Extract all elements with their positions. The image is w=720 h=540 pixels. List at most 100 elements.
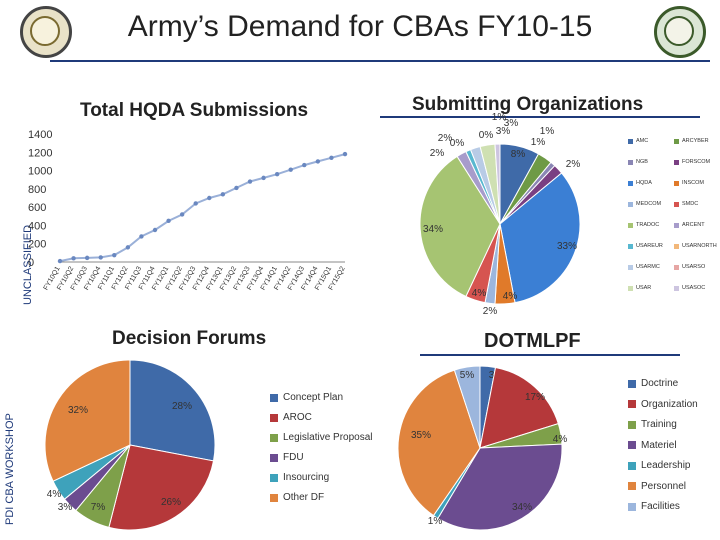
legend-swatch [628, 400, 636, 408]
legend-swatch [628, 502, 636, 511]
legend-label: MEDCOM [636, 201, 662, 207]
legend-item-usarnorth: USARNORTH [674, 243, 717, 249]
data-point-fy11q4 [152, 227, 158, 233]
legend-swatch [628, 138, 633, 144]
data-point-fy10q1 [57, 258, 63, 264]
dotmlpf-label-leadership: 1% [428, 516, 443, 527]
dotmlpf-label-organization: 17% [525, 392, 545, 403]
legend-label: Leadership [641, 460, 691, 471]
legend-label: Training [641, 419, 677, 430]
dotmlpf-pie-chart: 3%17%4%34%1%35%5% [397, 365, 567, 531]
legend-swatch [674, 138, 679, 144]
legend-swatch [674, 285, 679, 291]
forum-label-insourcing: 4% [47, 489, 62, 500]
legend-swatch [674, 222, 679, 228]
legend-label: USAR [636, 285, 652, 291]
legend-label: Legislative Proposal [283, 432, 373, 443]
legend-item-usarmc: USARMC [628, 264, 660, 270]
data-point-fy10q3 [84, 255, 90, 261]
data-point-fy11q3 [139, 234, 144, 239]
legend-item-usasoc: USASOC [674, 285, 705, 291]
data-point-fy12q4 [207, 195, 212, 201]
legend-item-hqda: HQDA [628, 180, 652, 186]
data-point-fy13q1 [220, 192, 226, 197]
legend-item-smdc: SMDC [674, 201, 698, 207]
data-point-fy10q4 [98, 255, 103, 260]
legend-label: USARSO [682, 264, 706, 270]
org-label-usarso: 0% [479, 130, 494, 141]
legend-swatch [270, 433, 278, 442]
forum-slice-other-df [44, 359, 131, 482]
army-seal-icon [20, 6, 72, 58]
org-label-forscom: 2% [566, 159, 581, 170]
legend-swatch [270, 413, 278, 422]
legend-label: FORSCOM [682, 159, 711, 165]
legend-item-usar: USAR [628, 285, 651, 291]
dotmlpf-label-personnel: 35% [411, 430, 431, 441]
org-label-usasoc: 1% [492, 112, 507, 123]
legend-label: SMDC [682, 201, 699, 207]
org-slice-usasoc [494, 143, 501, 225]
legend-item-facilities: Facilities [628, 501, 680, 512]
legend-swatch [628, 441, 636, 449]
legend-label: USAREUR [636, 243, 663, 249]
legend-label: Concept Plan [283, 392, 344, 403]
data-point-fy10q2 [71, 256, 76, 261]
org-slice-tradoc [419, 155, 501, 298]
dotmlpf-slice-materiel [437, 443, 563, 531]
legend-swatch [628, 461, 636, 470]
org-label-arcyber: 3% [496, 126, 511, 137]
legend-swatch [628, 222, 633, 228]
legend-swatch [628, 420, 636, 429]
legend-label: AMC [636, 138, 649, 144]
hqda-submissions-line-chart: 0200400600800100012001400FY10Q1FY10Q2FY1… [28, 129, 348, 292]
data-point-fy13q2 [234, 185, 239, 191]
org-label-smdc: 4% [472, 288, 487, 299]
legend-swatch [628, 180, 633, 186]
legend-label: ARCENT [682, 222, 705, 228]
legend-item-inscom: INSCOM [674, 180, 704, 186]
legend-label: Insourcing [283, 472, 330, 483]
legend-label: Doctrine [641, 378, 679, 389]
dotmlpf-label-facilities: 5% [460, 370, 475, 381]
data-point-fy12q1 [166, 218, 171, 224]
legend-swatch [674, 180, 679, 186]
org-label-tradoc: 34% [423, 224, 443, 235]
data-point-fy14q4 [315, 159, 321, 164]
data-point-fy14q1 [274, 172, 280, 177]
legend-item-medcom: MEDCOM [628, 201, 661, 207]
legend-swatch [674, 201, 679, 207]
legend-swatch [270, 473, 278, 482]
org-label-ngb: 1% [531, 137, 546, 148]
forum-label-fdu: 3% [58, 502, 73, 513]
org-label-medcom: 2% [483, 306, 498, 317]
y-tick-label: 200 [28, 239, 46, 251]
legend-item-usareur: USAREUR [628, 243, 663, 249]
army-star-logo-icon [654, 6, 706, 58]
data-point-fy12q3 [193, 201, 198, 206]
legend-label: AROC [283, 412, 312, 423]
legend-swatch [270, 393, 278, 402]
data-point-fy11q2 [125, 245, 131, 250]
org-label-usar: 3% [504, 118, 519, 129]
legend-item-organization: Organization [628, 399, 698, 410]
legend-item-usarso: USARSO [674, 264, 705, 270]
legend-label: FDU [283, 452, 304, 463]
dotmlpf-slice-facilities [453, 365, 481, 449]
legend-label: USARNORTH [682, 243, 717, 249]
legend-label: USARMC [636, 264, 660, 270]
y-tick-label: 1200 [28, 147, 52, 159]
org-label-inscom: 4% [503, 291, 518, 302]
legend-label: ARCYBER [682, 138, 709, 144]
legend-swatch [628, 159, 633, 165]
legend-swatch [270, 453, 278, 462]
y-tick-label: 1400 [28, 129, 52, 141]
data-point-fy14q3 [302, 162, 307, 168]
legend-item-concept-plan: Concept Plan [270, 392, 343, 403]
legend-swatch [628, 285, 633, 291]
legend-label: NGB [636, 159, 648, 165]
legend-label: Materiel [641, 439, 677, 451]
legend-swatch [674, 264, 679, 270]
data-point-fy11q1 [112, 252, 117, 258]
org-label-arcent: 2% [430, 148, 445, 159]
